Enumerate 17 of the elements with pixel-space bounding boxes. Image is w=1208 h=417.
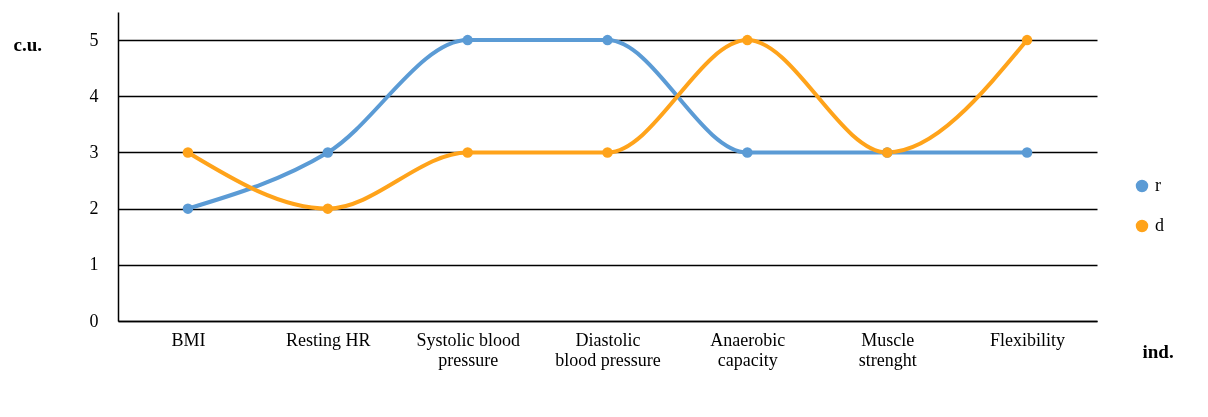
x-tick-label: Anaerobic capacity (710, 329, 786, 370)
legend-label: r (1155, 175, 1161, 195)
x-tick-label: Diastolic blood pressure (555, 329, 661, 370)
y-tick-label: 2 (89, 198, 99, 219)
x-axis-title: ind. (1142, 340, 1174, 362)
y-tick-label: 0 (89, 310, 99, 331)
x-tick-label: Flexibility (990, 329, 1066, 350)
x-tick-label: Systolic blood pressure (416, 329, 520, 370)
y-tick-label: 1 (89, 254, 99, 275)
legend-label: d (1155, 215, 1164, 235)
y-tick-label: 3 (89, 141, 99, 162)
y-tick-label: 4 (89, 85, 99, 106)
x-tick-label: BMI (171, 329, 206, 350)
x-tick-label: Muscle strenght (858, 329, 917, 370)
x-tick-label: Resting HR (286, 329, 371, 350)
y-tick-label: 5 (89, 29, 99, 50)
y-axis-title: c.u. (13, 33, 42, 55)
